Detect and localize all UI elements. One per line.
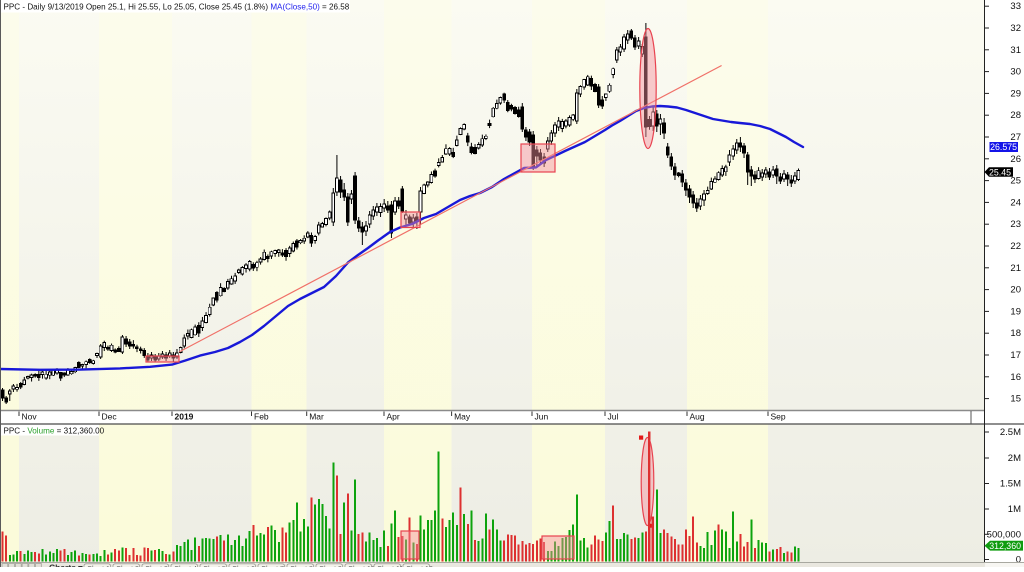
svg-text:Jul: Jul xyxy=(608,412,619,422)
svg-text:30: 30 xyxy=(1010,67,1021,78)
svg-text:312,360: 312,360 xyxy=(989,541,1021,551)
svg-text:17: 17 xyxy=(1010,350,1021,361)
svg-text:25: 25 xyxy=(1010,176,1021,187)
svg-text:18: 18 xyxy=(1010,328,1021,339)
svg-text:19: 19 xyxy=(1010,306,1021,317)
svg-text:26.575: 26.575 xyxy=(990,142,1017,152)
svg-text:15: 15 xyxy=(1010,394,1021,405)
svg-text:Mar: Mar xyxy=(309,412,324,422)
svg-text:1M: 1M xyxy=(1008,504,1021,515)
svg-text:2019: 2019 xyxy=(175,412,194,422)
svg-text:Jun: Jun xyxy=(535,412,549,422)
svg-text:0: 0 xyxy=(1016,555,1021,566)
svg-text:Apr: Apr xyxy=(387,412,400,422)
svg-text:23: 23 xyxy=(1010,219,1021,230)
svg-text:29: 29 xyxy=(1010,88,1021,99)
svg-text:26: 26 xyxy=(1010,154,1021,165)
svg-text:2.5M: 2.5M xyxy=(1000,427,1021,438)
svg-text:31: 31 xyxy=(1010,45,1021,56)
svg-text:Sep: Sep xyxy=(771,412,786,422)
svg-text:20: 20 xyxy=(1010,285,1021,296)
svg-text:24: 24 xyxy=(1010,197,1021,208)
svg-text:May: May xyxy=(454,412,471,422)
svg-text:1.5M: 1.5M xyxy=(1000,479,1021,490)
svg-text:500,000: 500,000 xyxy=(987,529,1021,540)
svg-text:PPC - Daily 9/13/2019 Open 25.: PPC - Daily 9/13/2019 Open 25.1, Hi 25.5… xyxy=(4,3,350,12)
svg-text:21: 21 xyxy=(1010,263,1021,274)
svg-text:PPC - Volume = 312,360.00: PPC - Volume = 312,360.00 xyxy=(4,427,105,436)
svg-text:2M: 2M xyxy=(1008,453,1021,464)
svg-text:Aug: Aug xyxy=(690,412,705,422)
svg-text:16: 16 xyxy=(1010,372,1021,383)
svg-text:33: 33 xyxy=(1010,1,1021,12)
svg-text:28: 28 xyxy=(1010,110,1021,121)
svg-text:Nov: Nov xyxy=(22,412,38,422)
svg-text:27: 27 xyxy=(1010,132,1021,143)
svg-text:32: 32 xyxy=(1010,23,1021,34)
svg-text:22: 22 xyxy=(1010,241,1021,252)
svg-text:25.45: 25.45 xyxy=(989,167,1011,177)
svg-text:Dec: Dec xyxy=(102,412,118,422)
svg-text:Charts ▾: Charts ▾ xyxy=(49,563,83,568)
svg-text:Feb: Feb xyxy=(254,412,269,422)
